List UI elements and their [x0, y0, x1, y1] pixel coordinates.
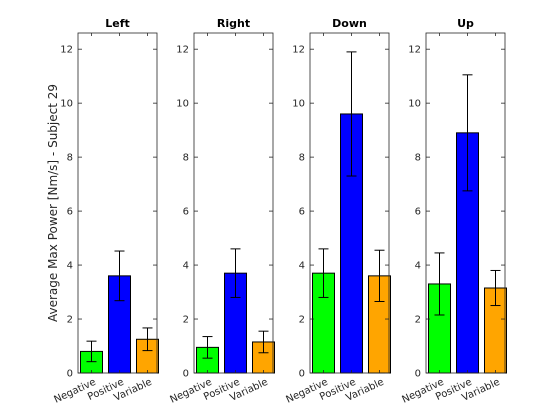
panel-title: Right	[217, 17, 250, 30]
y-tick-label: 8	[415, 153, 421, 164]
y-tick-label: 4	[183, 261, 189, 272]
panel-title: Up	[457, 17, 474, 30]
y-tick-label: 6	[183, 207, 189, 218]
y-tick-label: 12	[176, 45, 189, 56]
axes-box	[425, 32, 506, 374]
y-tick-label: 2	[67, 315, 73, 326]
y-tick-label: 4	[415, 261, 421, 272]
y-tick-label: 10	[60, 99, 73, 110]
panel-title: Down	[332, 17, 367, 30]
y-tick-label: 2	[299, 315, 305, 326]
y-tick-label: 4	[67, 261, 73, 272]
y-tick-label: 0	[299, 369, 305, 380]
y-tick-label: 12	[408, 45, 421, 56]
y-tick-label: 6	[67, 207, 73, 218]
y-tick-label: 10	[292, 99, 305, 110]
y-tick-label: 0	[183, 369, 189, 380]
y-tick-label: 10	[408, 99, 421, 110]
y-tick-label: 8	[299, 153, 305, 164]
axes-box	[309, 32, 390, 374]
y-axis-label: Average Max Power [Nm/s] - Subject 29	[46, 84, 60, 322]
y-tick-label: 12	[292, 45, 305, 56]
y-tick-label: 12	[60, 45, 73, 56]
y-tick-label: 10	[176, 99, 189, 110]
y-tick-label: 8	[183, 153, 189, 164]
axes-box	[193, 32, 274, 374]
y-tick-label: 2	[183, 315, 189, 326]
axes-box	[77, 32, 158, 374]
y-tick-label: 6	[299, 207, 305, 218]
y-tick-label: 6	[415, 207, 421, 218]
y-tick-label: 0	[67, 369, 73, 380]
y-tick-label: 2	[415, 315, 421, 326]
y-tick-label: 4	[299, 261, 305, 272]
y-tick-label: 8	[67, 153, 73, 164]
panel-title: Left	[105, 17, 130, 30]
y-tick-label: 0	[415, 369, 421, 380]
